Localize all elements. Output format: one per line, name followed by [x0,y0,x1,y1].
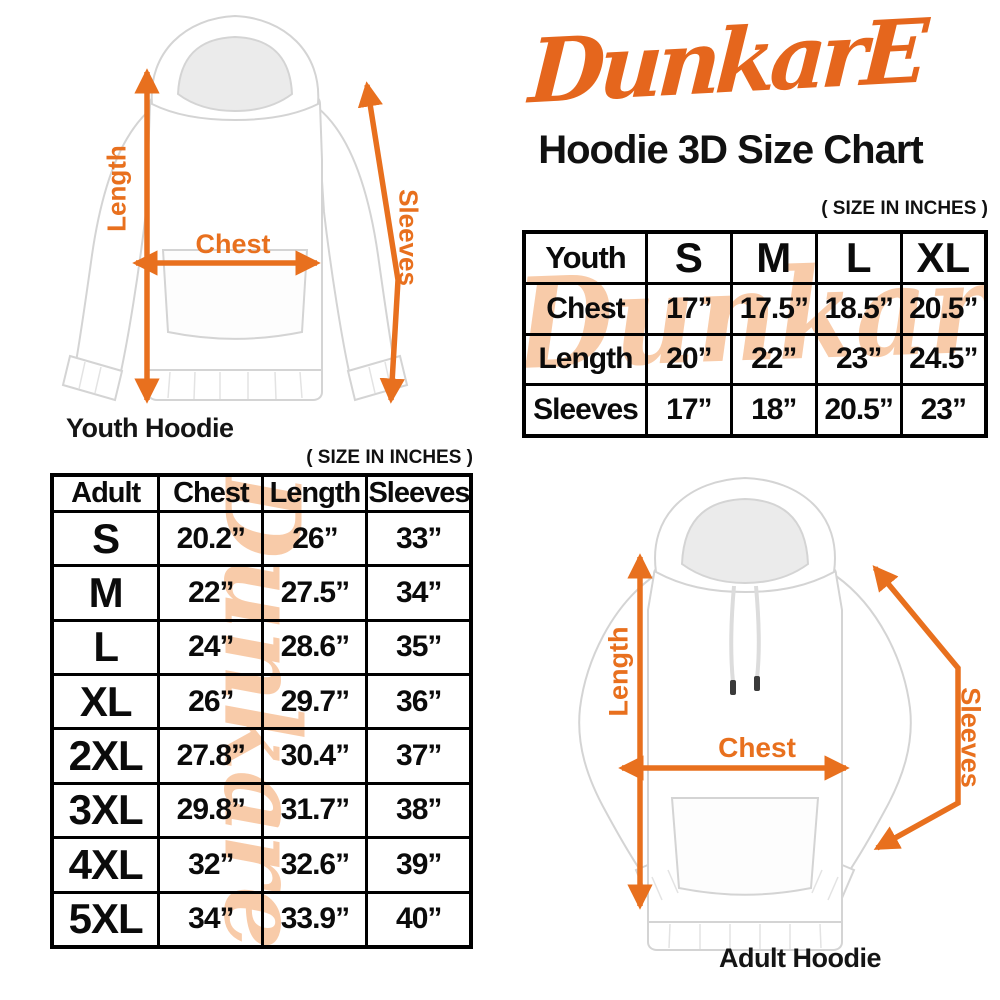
table-row: M 22” 27.5” 34” [50,564,473,622]
size-value: 30.4” [261,727,369,785]
size-value: 20.5” [899,282,988,336]
table-row: 4XL 32” 32.6” 39” [50,836,473,894]
size-value: 27.5” [261,564,369,622]
ribbing-lines [651,869,839,949]
size-value: 18.5” [814,282,903,336]
youth-size-table-container: Dunkare Youth S M L XL Chest 17” 17.5” 18.5” 20.5… [522,230,988,438]
row-header: S [50,509,161,568]
column-header: Adult [50,473,161,513]
youth-sleeves-label: Sleeves [393,189,424,286]
youth-size-units-note: ( SIZE IN INCHES ) [821,198,988,219]
adult-size-table: Adult Chest Length Sleeves S 20.2” 26” 33” M 22” 2… [50,473,473,949]
size-value: 32.6” [261,836,369,894]
row-header: Length [522,332,648,387]
size-value: 29.8” [157,781,265,840]
size-value: 27.8” [157,727,265,785]
size-value: 23” [814,332,903,387]
size-value: 36” [365,673,473,731]
adult-sleeves-label: Sleeves [955,687,986,788]
column-header: Sleeves [365,473,473,513]
size-value: 20” [644,332,733,387]
table-row: 2XL 27.8” 30.4” 37” [50,727,473,785]
adult-hoodie-caption: Adult Hoodie [719,943,881,973]
size-value: 33.9” [261,890,369,949]
size-value: 34” [365,564,473,622]
size-value: 24.5” [899,332,988,387]
row-header: 4XL [50,836,161,894]
row-header: 5XL [50,890,161,949]
page-title: Hoodie 3D Size Chart [538,128,924,172]
youth-hoodie-image [61,14,409,404]
column-header: S [644,230,733,285]
row-header: XL [50,673,161,731]
column-header: L [814,230,903,285]
table-row: Chest 17” 17.5” 18.5” 20.5” [522,282,988,336]
row-header: 3XL [50,781,161,840]
header-row: Adult Chest Length Sleeves [50,473,473,513]
youth-measurement-arrows [132,68,405,404]
adult-measurement-arrows [618,553,961,910]
youth-hoodie-figure: Length Chest Sleeves [0,0,470,450]
adult-sleeves-arrow [872,565,961,851]
size-value: 34” [157,890,265,949]
column-header: M [729,230,818,285]
size-value: 40” [365,890,473,949]
youth-sleeves-arrow [357,81,405,404]
drawstrings [729,585,761,695]
adult-size-units-note: ( SIZE IN INCHES ) [306,447,473,468]
youth-length-label: Length [101,145,132,232]
adult-chest-label: Chest [718,732,796,763]
size-value: 20.2” [157,509,265,568]
row-header: 2XL [50,727,161,785]
size-value: 17” [644,383,733,438]
size-value: 38” [365,781,473,840]
brand-logo-text: DunkarE [526,0,926,124]
column-header: Length [261,473,369,513]
size-value: 35” [365,618,473,677]
table-row: L 24” 28.6” 35” [50,618,473,677]
youth-size-table: Youth S M L XL Chest 17” 17.5” 18.5” 20.5” Length 2… [522,230,988,438]
size-value: 31.7” [261,781,369,840]
size-value: 18” [729,383,818,438]
size-value: 20.5” [814,383,903,438]
adult-size-table-container: Dunkare Adult Chest Length Sleeves S 20.2” 26”… [50,473,473,949]
column-header: Chest [157,473,265,513]
row-header: M [50,564,161,622]
table-row: XL 26” 29.7” 36” [50,673,473,731]
adult-hoodie-figure: Length Chest Sleeves [490,460,1000,960]
header-row: Youth S M L XL [522,230,988,285]
size-value: 17.5” [729,282,818,336]
table-row: 3XL 29.8” 31.7” 38” [50,781,473,840]
size-value: 22” [157,564,265,622]
size-value: 24” [157,618,265,677]
size-value: 23” [899,383,988,438]
size-value: 26” [157,673,265,731]
size-value: 33” [365,509,473,568]
size-value: 39” [365,836,473,894]
brand-logo: DunkarE [452,0,1000,130]
size-value: 22” [729,332,818,387]
table-row: 5XL 34” 33.9” 40” [50,890,473,949]
size-value: 26” [261,509,369,568]
table-row: Sleeves 17” 18” 20.5” 23” [522,383,988,438]
column-header: XL [899,230,988,285]
table-row: S 20.2” 26” 33” [50,509,473,568]
size-value: 32” [157,836,265,894]
size-value: 29.7” [261,673,369,731]
size-value: 37” [365,727,473,785]
size-value: 17” [644,282,733,336]
row-header: Chest [522,282,648,336]
row-header: L [50,618,161,677]
adult-length-label: Length [603,626,634,717]
row-header: Sleeves [522,383,648,438]
youth-hoodie-caption: Youth Hoodie [66,413,234,443]
youth-chest-label: Chest [195,229,271,259]
table-row: Length 20” 22” 23” 24.5” [522,332,988,387]
size-value: 28.6” [261,618,369,677]
column-header: Youth [522,230,648,285]
adult-hoodie-image [578,476,961,951]
